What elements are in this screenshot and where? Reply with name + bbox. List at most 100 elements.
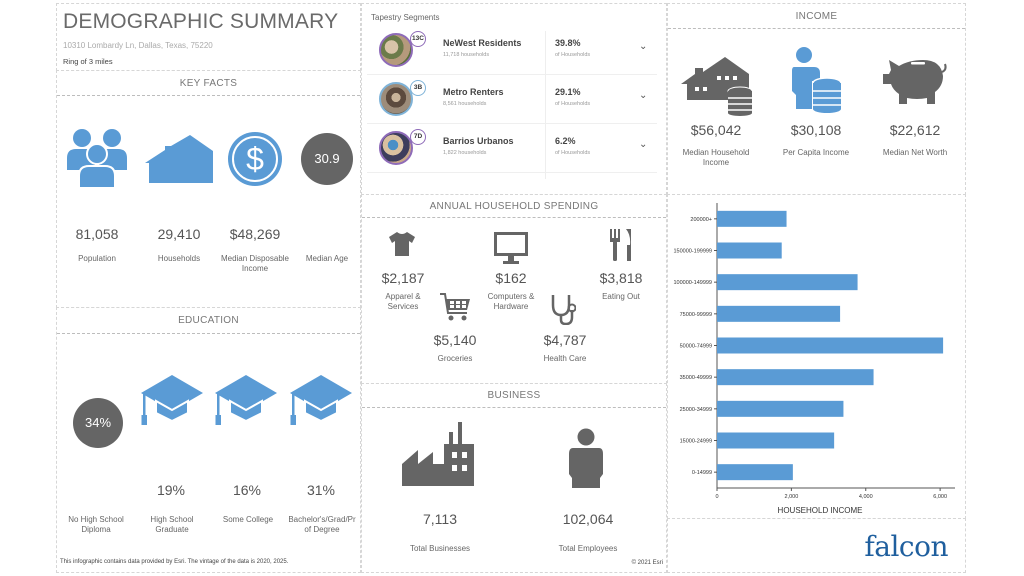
divider bbox=[57, 95, 360, 96]
median-household-income-label-line1: Median Household bbox=[682, 148, 750, 157]
falcon-logo: falcon bbox=[864, 530, 948, 563]
bar-50000-74999 bbox=[717, 337, 944, 354]
graduation-cap-icon bbox=[290, 375, 352, 427]
some-college-label: Some College bbox=[222, 515, 274, 524]
x-tick-label: 2,000 bbox=[784, 494, 798, 500]
bar-150000-199999 bbox=[717, 242, 782, 259]
key-facts-panel: KEY FACTS 81,058 Population 29,410 House… bbox=[56, 70, 361, 308]
computers-label: Computers & Hardware bbox=[470, 292, 552, 312]
factory-icon bbox=[402, 422, 476, 486]
bachelors-label-line2: of Degree bbox=[304, 525, 340, 534]
disposable-income-value: $48,269 bbox=[229, 226, 281, 242]
address-text: 10310 Lombardy Ln, Dallas, Texas, 75220 bbox=[63, 41, 213, 50]
tapestry-segment-row[interactable]: 13C NeWest Residents 11,718 households 3… bbox=[367, 27, 657, 75]
households-value: 29,410 bbox=[157, 226, 201, 242]
median-net-worth-label: Median Net Worth bbox=[882, 148, 948, 157]
total-businesses-label: Total Businesses bbox=[409, 544, 471, 553]
population-label: Population bbox=[78, 254, 116, 263]
apparel-label-line1: Apparel & bbox=[385, 292, 421, 301]
bar-200000+ bbox=[717, 210, 787, 227]
divider bbox=[545, 31, 546, 179]
segment-code-badge: 7D bbox=[410, 129, 426, 145]
segment-name: Barrios Urbanos bbox=[443, 136, 514, 146]
tapestry-segment-row[interactable]: 7D Barrios Urbanos 1,822 households 6.2%… bbox=[367, 125, 657, 173]
hs-graduate-value: 19% bbox=[156, 482, 186, 498]
bar-25000-34999 bbox=[717, 400, 844, 417]
per-capita-income-label: Per Capita Income bbox=[782, 148, 850, 157]
chevron-down-icon[interactable]: ⌄ bbox=[639, 139, 648, 150]
income-heading: INCOME bbox=[795, 11, 838, 22]
segment-percent-label: of Households bbox=[555, 150, 591, 156]
segment-percent: 29.1% bbox=[555, 87, 581, 97]
computers-label-line2: Hardware bbox=[493, 302, 529, 311]
segment-percent: 6.2% bbox=[555, 136, 576, 146]
divider bbox=[362, 407, 666, 408]
health-care-value: $4,787 bbox=[543, 332, 587, 348]
shirt-icon bbox=[389, 232, 415, 256]
y-tick-label: 0-14999 bbox=[692, 470, 712, 476]
business-heading: BUSINESS bbox=[487, 390, 541, 401]
divider bbox=[362, 217, 666, 218]
bar-35000-49999 bbox=[717, 369, 874, 386]
tapestry-panel: Tapestry Segments 13C NeWest Residents 1… bbox=[361, 3, 667, 195]
bar-75000-99999 bbox=[717, 305, 841, 322]
no-diploma-circle: 34% bbox=[73, 398, 123, 448]
education-heading: EDUCATION bbox=[178, 315, 239, 326]
eating-out-value: $3,818 bbox=[599, 270, 643, 286]
disposable-income-label: Median Disposable Income bbox=[220, 254, 290, 273]
person-coins-icon bbox=[792, 47, 842, 113]
segment-households: 8,561 households bbox=[443, 101, 487, 107]
fork-knife-icon bbox=[610, 229, 632, 261]
bachelors-label-line1: Bachelor's/Grad/Pr bbox=[288, 515, 356, 524]
household-income-chart: 200000+ 150000-199999 100000-149999 75000-9… bbox=[673, 203, 955, 515]
x-tick-label: 6,000 bbox=[933, 494, 947, 500]
computers-value: $162 bbox=[495, 270, 527, 286]
tapestry-segment-row[interactable]: 3B Metro Renters 8,561 households 29.1% … bbox=[367, 76, 657, 124]
median-household-income-value: $56,042 bbox=[690, 122, 742, 138]
no-diploma-label: No High School Diploma bbox=[68, 515, 124, 534]
key-facts-heading: KEY FACTS bbox=[179, 78, 238, 89]
segment-code-badge: 3B bbox=[410, 80, 426, 96]
stethoscope-icon bbox=[550, 295, 577, 326]
segment-name: NeWest Residents bbox=[443, 38, 522, 48]
segment-percent-label: of Households bbox=[555, 52, 591, 58]
segment-photo bbox=[379, 82, 413, 116]
median-age-circle: 30.9 bbox=[301, 133, 353, 185]
tapestry-title: Tapestry Segments bbox=[371, 13, 440, 22]
population-value: 81,058 bbox=[75, 226, 119, 242]
bachelors-label: Bachelor's/Grad/Pr of Degree bbox=[285, 515, 359, 535]
per-capita-income-value: $30,108 bbox=[790, 122, 842, 138]
bar-100000-149999 bbox=[717, 274, 858, 291]
apparel-label-line2: Services bbox=[387, 302, 419, 311]
apparel-label: Apparel & Services bbox=[362, 292, 444, 312]
x-tick-label: 4,000 bbox=[859, 494, 873, 500]
y-tick-label: 15000-24999 bbox=[680, 439, 712, 445]
bachelors-value: 31% bbox=[306, 482, 336, 498]
divider bbox=[668, 28, 965, 29]
chevron-down-icon[interactable]: ⌄ bbox=[639, 90, 648, 101]
y-tick-label: 200000+ bbox=[690, 217, 712, 223]
page-title: DEMOGRAPHIC SUMMARY bbox=[63, 10, 339, 33]
spending-heading: ANNUAL HOUSEHOLD SPENDING bbox=[429, 201, 599, 212]
total-businesses-value: 7,113 bbox=[423, 511, 457, 527]
bar-15000-24999 bbox=[717, 432, 835, 449]
income-panel: INCOME $56,042 Median Household Income $… bbox=[667, 3, 966, 195]
person-icon bbox=[569, 428, 603, 488]
bar-0-14999 bbox=[717, 464, 793, 481]
business-panel: BUSINESS 7,113 Total Businesses 102,064 … bbox=[361, 383, 667, 573]
house-coins-icon bbox=[681, 54, 753, 116]
health-care-label: Health Care bbox=[543, 354, 587, 363]
computers-label-line1: Computers & bbox=[487, 292, 535, 301]
copyright-text: © 2021 Esri bbox=[631, 560, 663, 566]
cart-icon bbox=[440, 293, 470, 321]
chevron-down-icon[interactable]: ⌄ bbox=[639, 41, 648, 52]
svg-text:$: $ bbox=[246, 141, 264, 177]
groceries-label: Groceries bbox=[437, 354, 473, 363]
segment-code-badge: 13C bbox=[410, 31, 426, 47]
y-tick-label: 100000-149999 bbox=[673, 280, 712, 286]
dollar-coin-icon: $ bbox=[227, 131, 283, 187]
median-age-label: Median Age bbox=[305, 254, 349, 263]
data-source-note: This infographic contains data provided … bbox=[60, 559, 289, 565]
eating-out-label: Eating Out bbox=[602, 292, 640, 301]
x-tick-label: 0 bbox=[715, 494, 718, 500]
